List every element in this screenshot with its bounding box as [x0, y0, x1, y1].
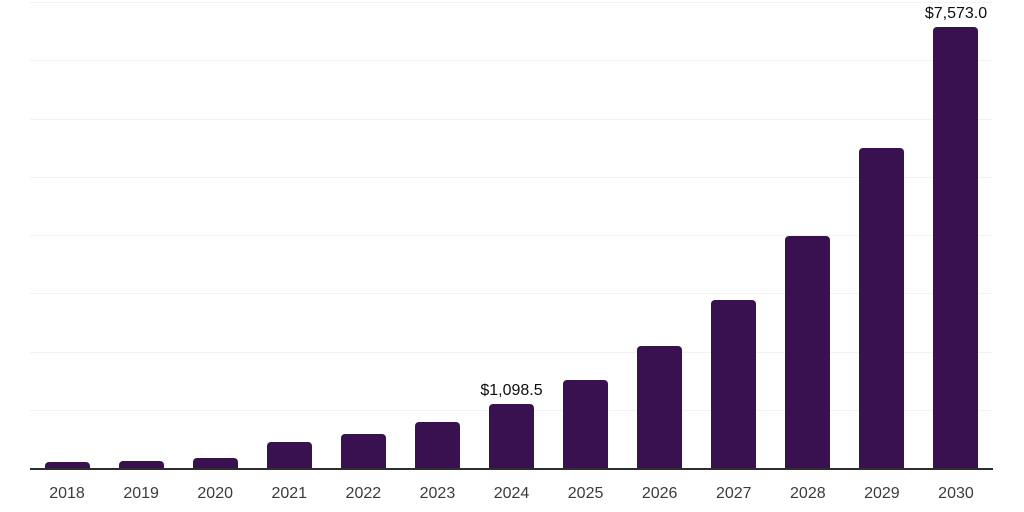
- bar-slot-2030: $7,573.0: [919, 2, 993, 468]
- x-tick-2026: 2026: [641, 485, 678, 502]
- gridline-5000: [30, 176, 993, 178]
- x-tick-2021: 2021: [271, 485, 308, 502]
- bar-2025: [563, 379, 609, 468]
- bar-slot-2028: [771, 2, 845, 468]
- bar-slot-2019: [104, 2, 178, 468]
- bar-2018: [44, 461, 90, 468]
- bar-slot-2023: [400, 2, 474, 468]
- bar-2020: [192, 458, 238, 468]
- gridline-4000: [30, 235, 993, 236]
- bar-2029: [859, 148, 905, 468]
- x-tick-2028: 2028: [790, 485, 826, 502]
- bar-slot-2027: [697, 2, 771, 468]
- gridline-8000: [30, 2, 993, 3]
- x-tick-2019: 2019: [123, 485, 159, 502]
- x-tick-2023: 2023: [419, 485, 456, 502]
- plot-area: $1,098.5 $7,573.0: [30, 2, 993, 468]
- bar-2021: [266, 442, 312, 468]
- bar-slot-2026: [623, 2, 697, 468]
- x-tick-2024: 2024: [493, 485, 530, 502]
- bar-2024: [489, 404, 534, 468]
- bar-slot-2018: [30, 2, 104, 468]
- gridline-7000: [30, 60, 993, 62]
- gridline-6000: [30, 118, 993, 120]
- bar-2028: [785, 236, 831, 468]
- value-label-2030: $7,573.0: [924, 4, 988, 22]
- x-tick-2030: 2030: [938, 485, 974, 502]
- bar-2027: [711, 299, 757, 468]
- bar-2023: [414, 422, 460, 468]
- x-tick-2029: 2029: [864, 485, 900, 502]
- gridline-3000: [30, 293, 993, 295]
- bar-slot-2029: [845, 2, 919, 468]
- bar-2030: [933, 26, 979, 468]
- bars-row: $1,098.5 $7,573.0: [30, 2, 993, 468]
- value-label-2024: $1,098.5: [480, 382, 543, 400]
- bar-2019: [118, 461, 164, 468]
- bar-slot-2024: $1,098.5: [474, 2, 548, 468]
- x-tick-2025: 2025: [567, 485, 604, 502]
- gridline-2000: [30, 351, 993, 353]
- x-tick-2020: 2020: [197, 485, 233, 502]
- x-tick-2018: 2018: [49, 485, 85, 502]
- bar-slot-2025: [549, 2, 623, 468]
- x-axis-line: [30, 468, 993, 470]
- bar-2026: [637, 346, 683, 468]
- x-tick-2022: 2022: [345, 485, 382, 502]
- x-tick-2027: 2027: [715, 485, 752, 502]
- x-axis-labels: 2018 2019 2020 2021 2022 2023 2024 2025 2026 2027…: [30, 483, 993, 505]
- bar-2022: [340, 433, 386, 468]
- bar-slot-2020: [178, 2, 252, 468]
- bar-slot-2022: [326, 2, 400, 468]
- bar-slot-2021: [252, 2, 326, 468]
